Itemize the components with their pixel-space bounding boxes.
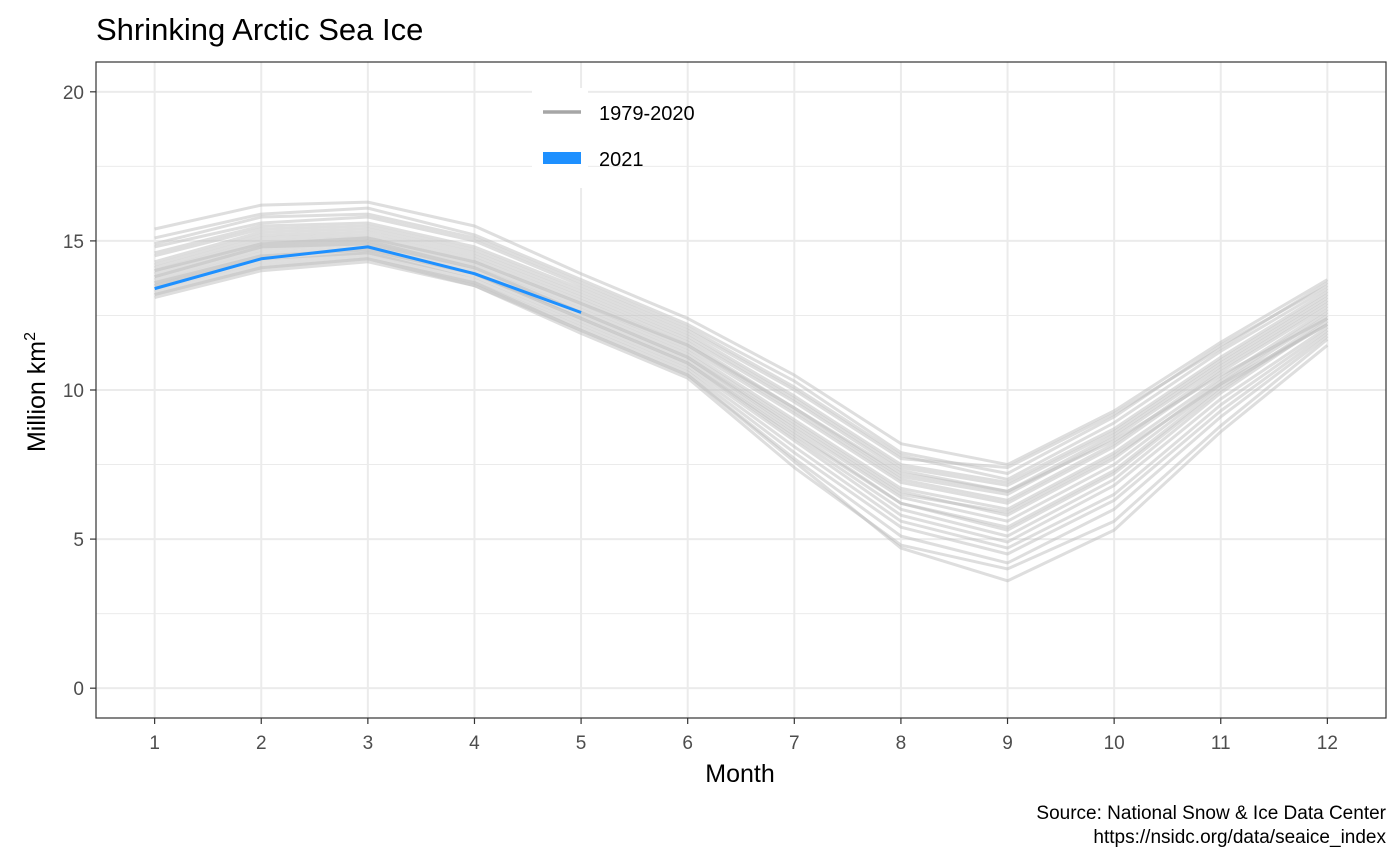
historical-series-line [154, 251, 1329, 550]
y-axis-title-text: Million km [23, 341, 51, 452]
x-tick-label: 9 [1002, 733, 1013, 754]
legend-background [532, 88, 588, 188]
x-tick-label: 12 [1317, 733, 1338, 754]
historical-series-line [154, 257, 1329, 583]
x-tick-label: 8 [896, 733, 907, 754]
x-tick-label: 11 [1211, 733, 1231, 754]
x-tick-label: 3 [363, 733, 374, 754]
y-axis-title-superscript: 2 [22, 332, 39, 341]
legend-key-current [543, 152, 581, 164]
historical-series-line [154, 254, 1329, 556]
x-axis-title: Month [705, 760, 774, 788]
x-tick-label: 2 [256, 733, 267, 754]
historical-series-line [154, 239, 1329, 514]
x-tick-label: 1 [149, 733, 160, 754]
x-axis: 1 2 3 4 5 6 7 8 9 10 11 12 [149, 718, 1338, 754]
historical-series-line [154, 200, 1329, 467]
y-axis: 0 5 10 15 20 [63, 83, 96, 700]
x-tick-label: 5 [576, 733, 587, 754]
series-line-2021 [154, 245, 582, 314]
x-tick-label: 4 [469, 733, 480, 754]
historical-series-line [154, 248, 1329, 529]
historical-series-line [154, 212, 1329, 481]
y-tick-label: 5 [73, 530, 84, 551]
historical-series-line [154, 206, 1329, 475]
x-tick-label: 7 [789, 733, 800, 754]
historical-series-line [154, 221, 1329, 484]
historical-series-line [154, 236, 1329, 493]
x-tick-label: 10 [1104, 733, 1125, 754]
legend: 1979-2020 2021 [532, 88, 695, 188]
historical-series-line [154, 215, 1329, 470]
y-tick-label: 0 [73, 679, 84, 700]
legend-label-historical: 1979-2020 [599, 103, 695, 125]
y-tick-label: 20 [63, 83, 84, 104]
y-axis-title: Million km2 [22, 332, 51, 452]
historical-series-group [154, 200, 1329, 583]
historical-series-line [154, 224, 1329, 487]
chart-title: Shrinking Arctic Sea Ice [96, 12, 423, 47]
historical-series-line [154, 260, 1329, 571]
x-tick-label: 6 [682, 733, 693, 754]
legend-label-current: 2021 [599, 149, 644, 171]
source-caption: Source: National Snow & Ice Data Center [1036, 803, 1386, 824]
y-tick-label: 10 [63, 381, 84, 402]
y-tick-label: 15 [63, 232, 84, 253]
current-year-series-group [154, 245, 582, 314]
historical-series-line [154, 227, 1329, 493]
source-url: https://nsidc.org/data/seaice_index [1093, 827, 1386, 848]
